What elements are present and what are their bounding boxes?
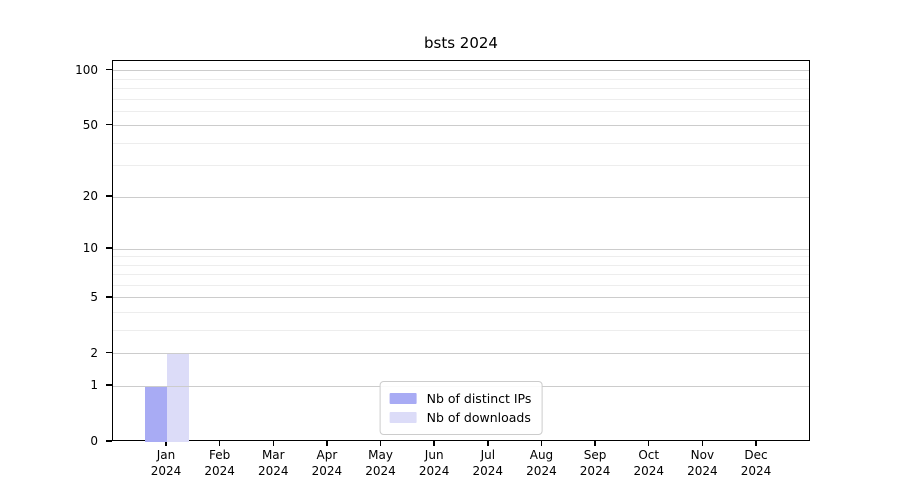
x-tick-year: 2024 xyxy=(579,463,611,478)
y-tick-mark xyxy=(106,296,112,298)
x-tick-year: 2024 xyxy=(365,463,396,478)
x-tick-label: May 2024 xyxy=(349,448,413,479)
gridline-minor xyxy=(113,142,809,144)
x-tick-year: 2024 xyxy=(472,463,504,478)
x-tick-month: Apr xyxy=(316,448,338,462)
x-tick-month: Feb xyxy=(209,448,231,462)
legend: Nb of distinct IPs Nb of downloads xyxy=(379,381,543,435)
gridline-minor xyxy=(113,264,809,266)
x-tick-mark xyxy=(594,441,596,446)
x-tick-mark xyxy=(272,441,275,446)
legend-swatch-distinct-ips xyxy=(389,393,417,404)
bar-jan-2024-s1 xyxy=(167,353,189,442)
gridline-minor xyxy=(113,165,809,167)
x-tick-month: Jul xyxy=(480,448,496,462)
y-tick-label: 100 xyxy=(75,62,98,77)
x-tick-label: Dec 2024 xyxy=(724,448,788,479)
x-tick-label: Apr 2024 xyxy=(295,448,359,479)
x-tick-mark xyxy=(165,441,167,446)
x-tick-month: Jun xyxy=(424,448,444,462)
x-tick-mark xyxy=(540,441,543,446)
x-tick-month: Dec xyxy=(744,448,768,462)
x-tick-month: Oct xyxy=(638,448,660,462)
y-tick-mark xyxy=(106,351,112,354)
gridline-major xyxy=(113,248,809,250)
y-tick-mark xyxy=(106,68,112,71)
x-tick-year: 2024 xyxy=(687,463,718,478)
gridline-major xyxy=(113,125,809,127)
legend-swatch-downloads xyxy=(389,412,417,423)
gridline-major xyxy=(113,353,809,355)
gridline-minor xyxy=(113,98,809,100)
x-tick-year: 2024 xyxy=(633,463,664,478)
plot-area: Nb of distinct IPs Nb of downloads xyxy=(112,60,810,442)
x-tick-year: 2024 xyxy=(150,463,182,478)
bar-jan-2024-s0 xyxy=(145,386,167,442)
y-tick-label: 2 xyxy=(90,345,98,360)
x-tick-label: Feb 2024 xyxy=(188,448,252,479)
x-tick-label: Jun 2024 xyxy=(402,448,466,479)
x-tick-label: Nov 2024 xyxy=(670,448,734,479)
legend-item-downloads: Nb of downloads xyxy=(389,408,532,427)
x-tick-label: Oct 2024 xyxy=(617,448,681,479)
y-tick-label: 10 xyxy=(82,241,98,256)
x-tick-mark xyxy=(326,441,328,446)
gridline-minor xyxy=(113,256,809,258)
x-tick-mark xyxy=(487,441,489,446)
gridline-minor xyxy=(113,312,809,314)
y-tick-label: 0 xyxy=(90,434,98,448)
x-tick-month: Aug xyxy=(529,448,554,462)
gridline-minor xyxy=(113,274,809,276)
gridline-minor xyxy=(113,87,809,89)
x-tick-mark xyxy=(755,441,757,446)
x-tick-year: 2024 xyxy=(257,463,289,478)
y-tick-label: 20 xyxy=(82,189,98,204)
x-tick-year: 2024 xyxy=(204,463,235,478)
x-tick-month: Sep xyxy=(583,448,607,462)
gridline-minor xyxy=(113,78,809,80)
gridline-major xyxy=(113,297,809,299)
gridline-major xyxy=(113,196,809,198)
legend-label-downloads: Nb of downloads xyxy=(426,410,531,425)
y-tick-label: 50 xyxy=(82,117,98,132)
x-tick-year: 2024 xyxy=(311,463,343,478)
x-tick-mark xyxy=(701,441,704,446)
legend-label-distinct-ips: Nb of distinct IPs xyxy=(426,391,532,406)
x-tick-year: 2024 xyxy=(526,463,557,478)
x-tick-year: 2024 xyxy=(740,463,772,478)
x-tick-label: Mar 2024 xyxy=(241,448,305,479)
gridline-minor xyxy=(113,110,809,112)
gridline-minor xyxy=(113,329,809,331)
x-tick-year: 2024 xyxy=(418,463,450,478)
x-tick-mark xyxy=(218,441,221,446)
x-tick-mark xyxy=(647,441,650,446)
x-tick-label: Aug 2024 xyxy=(509,448,573,479)
x-tick-month: Jan xyxy=(156,448,176,462)
bars-layer xyxy=(113,61,809,442)
legend-item-distinct-ips: Nb of distinct IPs xyxy=(389,389,532,408)
x-tick-label: Jul 2024 xyxy=(456,448,520,479)
chart-title: bsts 2024 xyxy=(424,34,498,52)
x-tick-label: Jan 2024 xyxy=(134,448,198,479)
x-tick-mark xyxy=(379,441,382,446)
x-tick-month: Nov xyxy=(690,448,715,462)
y-tick-mark xyxy=(106,123,112,126)
y-tick-mark xyxy=(106,440,112,442)
x-tick-mark xyxy=(433,441,435,446)
y-tick-mark xyxy=(106,384,112,386)
gridline-major xyxy=(113,70,809,72)
gridline-minor xyxy=(113,284,809,286)
y-tick-mark xyxy=(106,195,112,197)
x-tick-label: Sep 2024 xyxy=(563,448,627,479)
y-tick-label: 5 xyxy=(90,289,98,304)
y-tick-mark xyxy=(106,247,112,249)
y-tick-label: 1 xyxy=(90,378,98,393)
x-tick-month: May xyxy=(368,448,393,462)
x-tick-month: Mar xyxy=(261,448,285,462)
